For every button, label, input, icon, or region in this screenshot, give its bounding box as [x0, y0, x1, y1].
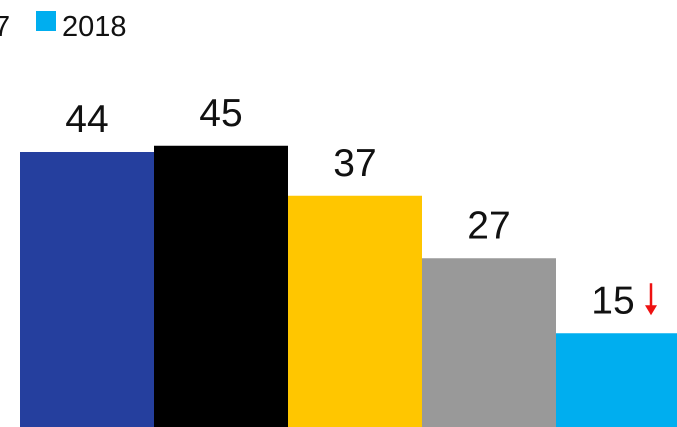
bar-group	[20, 145, 677, 427]
bar-5	[556, 333, 677, 427]
value-label-4: 27	[467, 204, 510, 247]
value-label-group: 44 45 37 27 15	[65, 92, 657, 322]
bar-2	[154, 145, 288, 427]
bar-3	[288, 195, 422, 427]
legend-swatch-2018	[36, 11, 56, 31]
bar-4	[422, 258, 556, 427]
value-label-2: 45	[199, 92, 242, 135]
value-label-3: 37	[333, 142, 376, 185]
legend: 7 2018	[0, 11, 127, 43]
legend-label-clipped: 7	[0, 11, 10, 43]
value-label-5: 15	[591, 279, 634, 322]
value-label-1: 44	[65, 98, 108, 141]
bar-1	[20, 152, 154, 427]
trend-down-arrow-icon	[645, 305, 657, 316]
legend-label-2018: 2018	[62, 11, 127, 43]
